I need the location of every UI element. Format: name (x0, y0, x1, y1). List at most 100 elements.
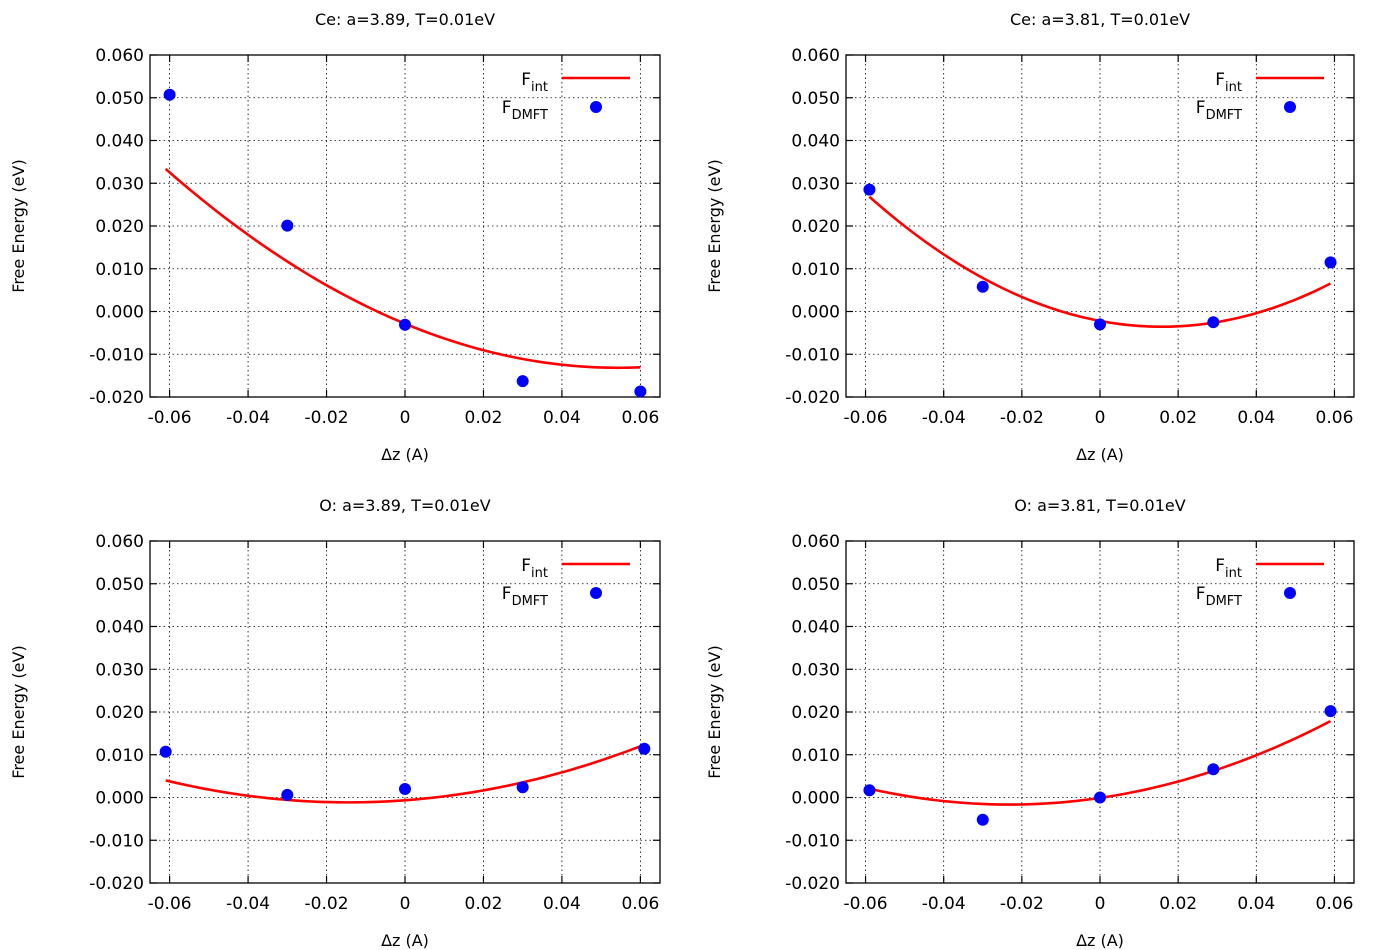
y-tick-label: 0.000 (791, 789, 840, 809)
legend-swatch-point (1284, 101, 1296, 113)
legend-label-int: Fint (521, 70, 548, 95)
x-tick-label: -0.04 (922, 408, 966, 428)
legend-swatch-point (590, 587, 602, 599)
y-tick-label: 0.010 (791, 746, 840, 766)
x-tick-label: 0.04 (543, 408, 581, 428)
y-axis-label: Free Energy (eV) (9, 159, 28, 292)
data-point-fdmft (281, 219, 294, 232)
data-point-fdmft (1094, 791, 1106, 804)
x-tick-label: 0.06 (1316, 408, 1354, 428)
y-tick-label: 0.000 (95, 789, 144, 809)
y-tick-label: 0.030 (95, 174, 144, 194)
y-tick-label: -0.010 (89, 345, 144, 365)
y-tick-label: -0.010 (785, 345, 840, 365)
y-tick-label: 0.040 (791, 618, 840, 638)
x-tick-label: 0 (400, 894, 411, 914)
x-tick-label: 0.06 (621, 894, 659, 914)
chart-title: O: a=3.81, T=0.01eV (1014, 496, 1185, 515)
chart-panel-3: -0.06 -0.04 -0.02 0 0.02 0.04 0.060.0600.0500.… (9, 496, 661, 950)
y-tick-label: 0.050 (791, 89, 840, 109)
data-point-fdmft (1207, 316, 1220, 329)
x-axis-label: Δz (A) (1076, 931, 1124, 950)
x-tick-label: 0.04 (1237, 894, 1275, 914)
y-tick-label: 0.030 (95, 660, 144, 680)
y-tick-label: 0.030 (791, 174, 840, 194)
data-point-fdmft (159, 745, 172, 758)
legend-label-dmft: FDMFT (1196, 98, 1242, 123)
y-tick-label: -0.010 (785, 831, 840, 851)
data-point-fdmft (1324, 705, 1337, 718)
chart-title: O: a=3.89, T=0.01eV (319, 496, 490, 515)
x-tick-label: -0.04 (226, 894, 270, 914)
x-axis-label: Δz (A) (1076, 445, 1124, 464)
legend: Fint FDMFT (502, 556, 630, 609)
x-tick-label: 0 (1095, 408, 1106, 428)
y-tick-label: -0.020 (89, 388, 144, 408)
x-tick-label: 0.02 (1159, 408, 1197, 428)
legend-label-dmft: FDMFT (502, 584, 548, 609)
x-tick-label: 0.04 (543, 894, 581, 914)
data-point-fdmft (1094, 318, 1106, 331)
y-tick-label: 0.050 (95, 89, 144, 109)
y-axis-label: Free Energy (eV) (705, 645, 724, 778)
legend: Fint FDMFT (1196, 556, 1324, 609)
y-tick-label: 0.000 (791, 303, 840, 323)
data-point-fdmft (1324, 256, 1337, 269)
x-tick-label: -0.02 (1000, 408, 1044, 428)
data-point-fdmft (863, 183, 876, 196)
legend: Fint FDMFT (1196, 70, 1324, 123)
data-point-fdmft (638, 742, 651, 755)
x-tick-label: -0.06 (148, 894, 192, 914)
series-line-fint (164, 167, 641, 370)
x-tick-label: -0.04 (226, 408, 270, 428)
y-tick-label: 0.000 (95, 303, 144, 323)
y-tick-label: 0.040 (95, 132, 144, 152)
x-axis-label: Δz (A) (381, 445, 429, 464)
y-tick-label: 0.050 (791, 575, 840, 595)
chart-panel-2: -0.06 -0.04 -0.02 0 0.02 0.04 0.060.0600.0500.… (705, 10, 1355, 464)
x-axis-label: Δz (A) (381, 931, 429, 950)
data-point-fdmft (399, 782, 411, 795)
y-tick-label: 0.030 (791, 660, 840, 680)
data-point-fdmft (516, 375, 529, 388)
x-tick-label: 0.02 (465, 408, 503, 428)
y-tick-label: 0.020 (791, 217, 840, 237)
x-tick-label: -0.02 (305, 408, 349, 428)
data-point-fdmft (516, 781, 529, 794)
legend-label-int: Fint (1215, 556, 1242, 581)
data-point-fdmft (281, 788, 294, 801)
data-point-fdmft (399, 318, 411, 331)
chart-panel-1: -0.06 -0.04 -0.02 0 0.02 0.04 0.060.0600.0500.… (9, 10, 661, 464)
x-tick-label: 0.02 (1159, 894, 1197, 914)
y-tick-label: 0.040 (95, 618, 144, 638)
data-point-fdmft (163, 88, 176, 101)
y-tick-label: -0.020 (785, 874, 840, 894)
y-tick-label: 0.020 (95, 217, 144, 237)
x-tick-label: 0 (1095, 894, 1106, 914)
y-tick-label: 0.010 (95, 260, 144, 280)
y-tick-label: 0.050 (95, 575, 144, 595)
y-tick-label: -0.020 (89, 874, 144, 894)
chart-title: Ce: a=3.81, T=0.01eV (1010, 10, 1190, 29)
y-tick-label: -0.020 (785, 388, 840, 408)
y-tick-label: 0.010 (95, 746, 144, 766)
y-tick-label: 0.060 (95, 46, 144, 66)
legend-swatch-point (590, 101, 602, 113)
data-point-fdmft (863, 784, 876, 797)
y-tick-label: 0.060 (95, 532, 144, 552)
x-tick-label: -0.06 (148, 408, 192, 428)
data-point-fdmft (976, 813, 989, 826)
legend: Fint FDMFT (502, 70, 630, 123)
y-tick-label: 0.060 (791, 532, 840, 552)
x-tick-label: -0.02 (1000, 894, 1044, 914)
data-point-fdmft (634, 385, 647, 398)
data-point-fdmft (976, 280, 989, 293)
series-line-fint (165, 743, 645, 804)
legend-swatch-point (1284, 587, 1296, 599)
legend-label-int: Fint (521, 556, 548, 581)
y-tick-label: 0.020 (791, 703, 840, 723)
chart-panel-4: -0.06 -0.04 -0.02 0 0.02 0.04 0.060.0600.0500.… (705, 496, 1355, 950)
y-axis-label: Free Energy (eV) (9, 645, 28, 778)
y-tick-label: 0.060 (791, 46, 840, 66)
